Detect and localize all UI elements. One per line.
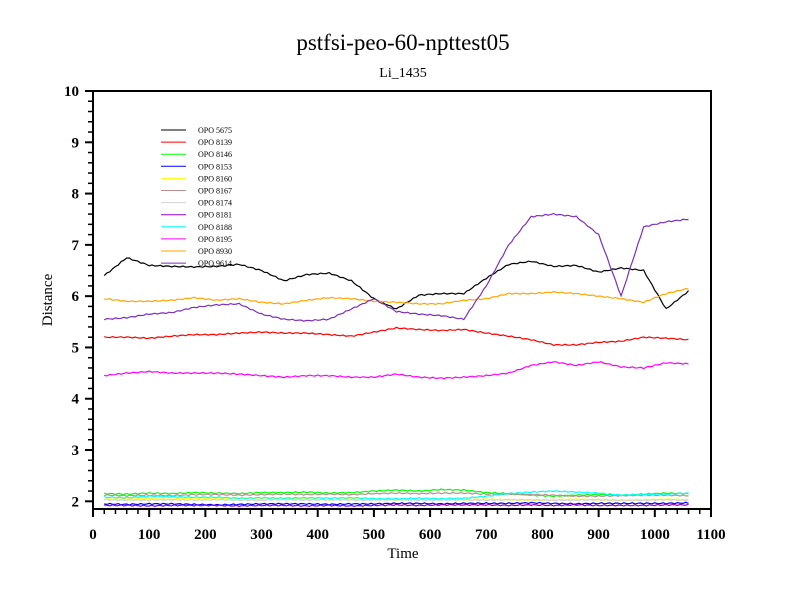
legend-label: OPO 8174 xyxy=(198,199,232,208)
legend-label: OPO 8139 xyxy=(198,138,232,147)
series-line-opo-8146 xyxy=(103,488,689,498)
x-tick-label: 0 xyxy=(89,527,97,543)
chart-subtitle: Li_1435 xyxy=(379,66,426,81)
x-tick-label: 200 xyxy=(194,527,217,543)
y-tick-label: 10 xyxy=(64,84,79,100)
y-tick-label: 9 xyxy=(72,135,80,151)
y-tick-label: 8 xyxy=(72,187,80,203)
y-tick-label: 4 xyxy=(72,392,80,408)
series-line-opo-8167 xyxy=(103,491,689,498)
series-line-opo-8174 xyxy=(104,498,689,502)
series-line-opo-8195 xyxy=(104,361,689,380)
y-tick-label: 2 xyxy=(72,494,80,510)
legend-label: OPO 8146 xyxy=(198,150,232,159)
legend-label: OPO 5675 xyxy=(198,126,232,135)
y-tick-label: 7 xyxy=(72,238,80,254)
legend-label: OPO 8167 xyxy=(198,187,232,196)
y-tick-label: 5 xyxy=(72,340,80,356)
legend-label: OPO 9614 xyxy=(198,259,232,268)
series-line-opo-5675 xyxy=(103,257,689,310)
y-tick-label: 6 xyxy=(72,289,80,305)
legend-label: OPO 8153 xyxy=(198,162,232,171)
series-line-opo-8181 xyxy=(104,503,689,508)
x-tick-label: 800 xyxy=(531,527,554,543)
x-tick-label: 500 xyxy=(363,527,386,543)
legend-label: OPO 8160 xyxy=(198,174,232,183)
x-tick-label: 400 xyxy=(306,527,329,543)
x-axis-label: Time xyxy=(387,546,418,562)
x-tick-label: 700 xyxy=(475,527,498,543)
series-line-opo-8188 xyxy=(103,489,689,500)
legend-label: OPO 8188 xyxy=(198,223,232,232)
y-tick-label: 3 xyxy=(72,443,80,459)
x-tick-label: 300 xyxy=(250,527,273,543)
series-line-opo-9614 xyxy=(103,212,689,322)
x-tick-label: 1000 xyxy=(640,527,670,543)
plot-frame xyxy=(92,90,712,510)
x-tick-label: 600 xyxy=(419,527,442,543)
legend-label: OPO 8181 xyxy=(198,211,232,220)
chart-title: pstfsi-peo-60-npttest05 xyxy=(296,30,509,55)
series-line-opo-8930 xyxy=(104,287,689,306)
x-tick-label: 900 xyxy=(587,527,610,543)
y-axis-label: Distance xyxy=(40,273,56,326)
x-tick-label: 1100 xyxy=(696,527,725,543)
series-line-opo-8153 xyxy=(104,501,689,507)
x-tick-label: 100 xyxy=(138,527,161,543)
legend-label: OPO 8930 xyxy=(198,247,232,256)
series-line-opo-8139 xyxy=(104,326,689,347)
legend-label: OPO 8195 xyxy=(198,235,232,244)
